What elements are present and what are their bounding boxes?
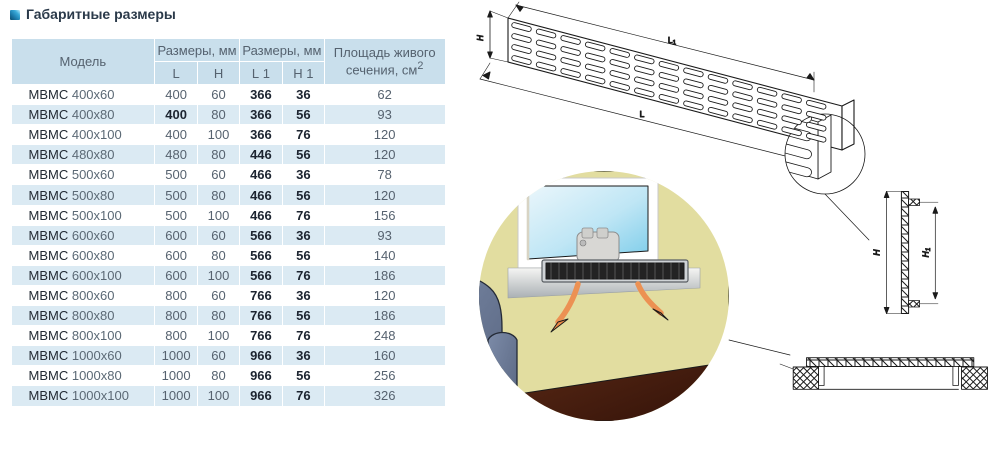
svg-text:H: H [476, 35, 485, 41]
svg-text:L: L [640, 109, 645, 119]
svg-text:H1: H1 [921, 247, 933, 257]
svg-text:H: H [872, 249, 882, 256]
svg-text:L1: L1 [668, 35, 677, 47]
